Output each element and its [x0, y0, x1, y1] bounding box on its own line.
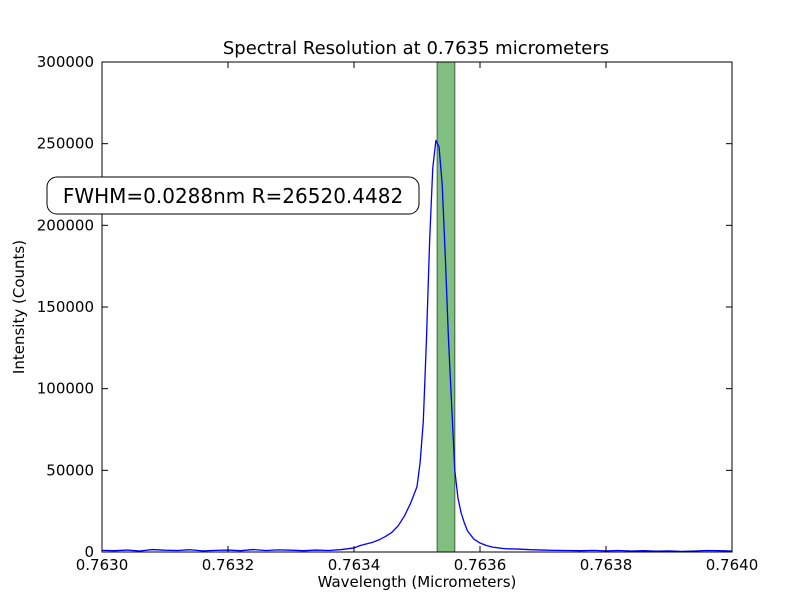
y-tick-label: 300000 — [37, 53, 94, 71]
x-axis-title: Wavelength (Micrometers) — [318, 573, 517, 591]
x-tick-label: 0.7636 — [454, 556, 507, 574]
x-tick-label: 0.7632 — [202, 556, 255, 574]
annotation-text: FWHM=0.0288nm R=26520.4482 — [63, 184, 403, 208]
y-tick-label: 100000 — [37, 380, 94, 398]
y-tick-label: 200000 — [37, 216, 94, 234]
x-tick-label: 0.7640 — [706, 556, 759, 574]
y-tick-label: 150000 — [37, 298, 94, 316]
ticks-layer: 0.7630 0.7632 0.7634 0.7636 0.7638 0.7640 0 500… — [37, 53, 759, 574]
series-layer — [101, 139, 733, 552]
y-tick-label: 0 — [84, 543, 94, 561]
y-axis-title: Intensity (Counts) — [10, 240, 28, 374]
x-tick-label: 0.7638 — [580, 556, 633, 574]
annotation-box — [46, 176, 420, 215]
fwhm-annotation: FWHM=0.0288nm R=26520.4482 — [46, 176, 420, 215]
y-tick-label: 50000 — [46, 461, 94, 479]
chart-title: Spectral Resolution at 0.7635 micrometer… — [223, 38, 609, 59]
x-tick-label: 0.7634 — [328, 556, 381, 574]
series-line-0 — [101, 139, 733, 552]
x-tick-label: 0.7630 — [76, 556, 129, 574]
fwhm-highlight-band — [436, 61, 456, 553]
y-tick-label: 250000 — [37, 135, 94, 153]
